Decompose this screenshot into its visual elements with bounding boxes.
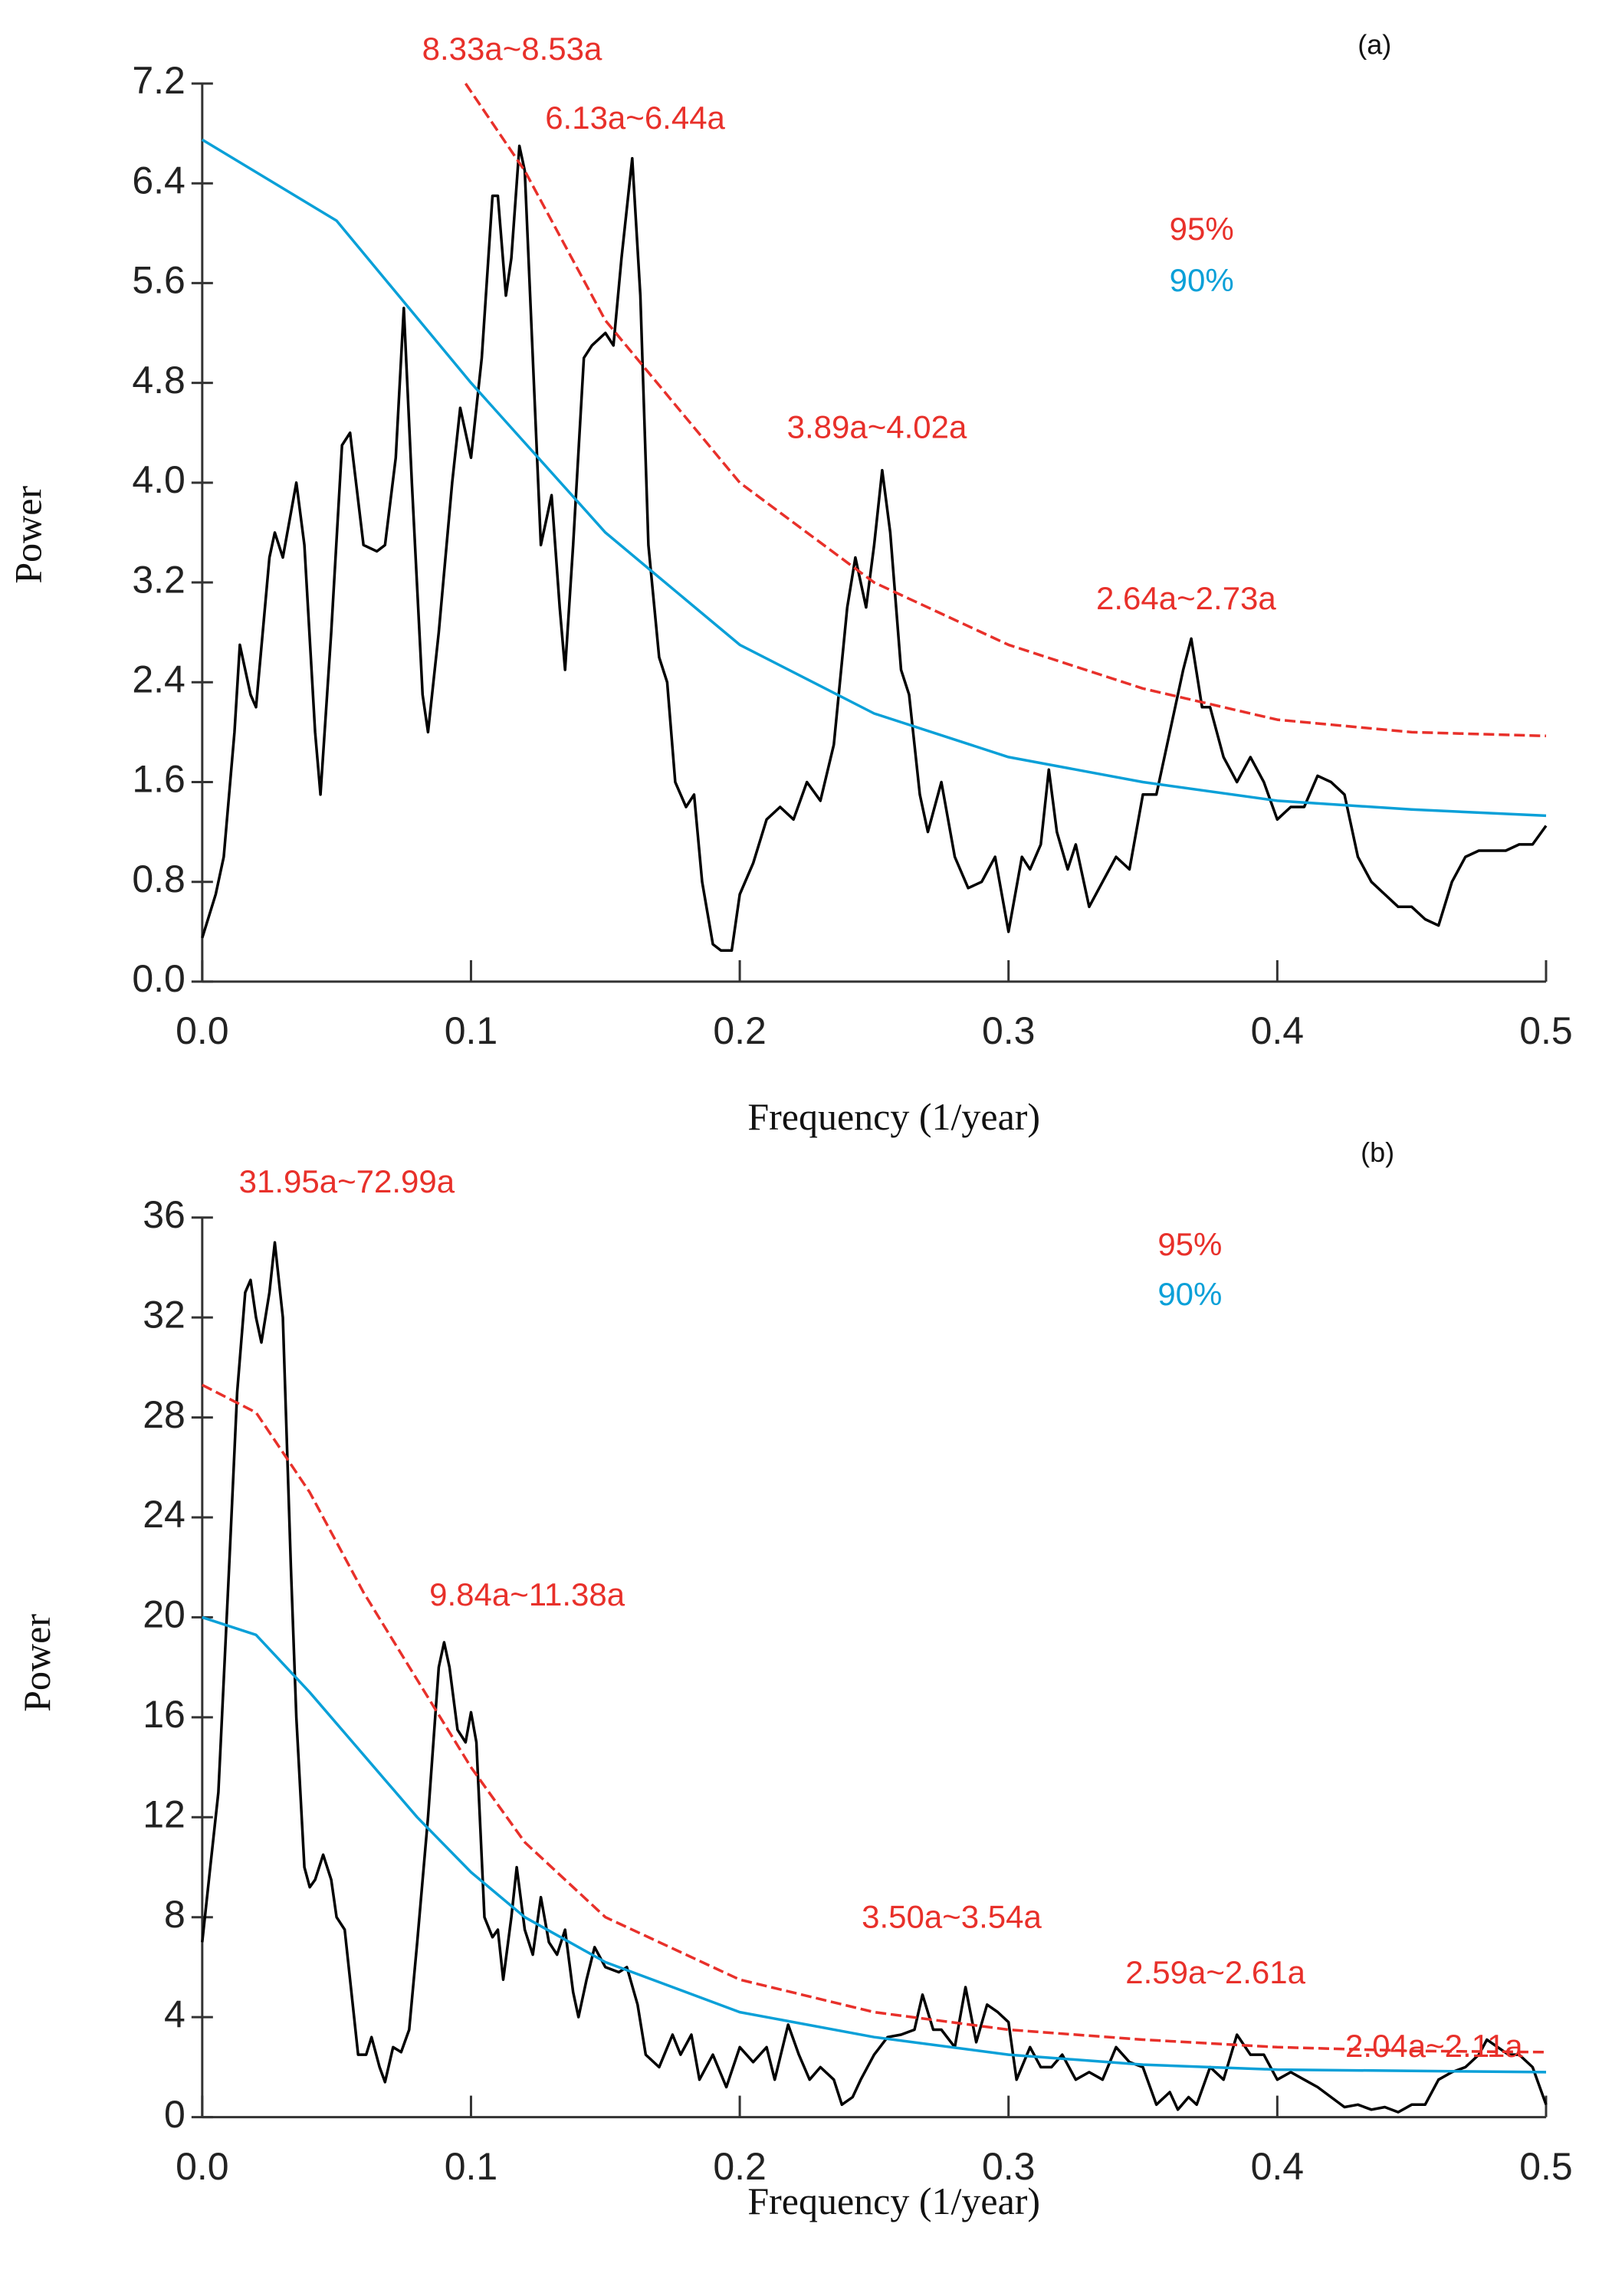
- legend-label: 90%: [1157, 1276, 1222, 1312]
- y-tick-label: 28: [143, 1393, 185, 1436]
- series-line: [202, 1615, 1547, 2074]
- annotation: 2.64a~2.73a: [1096, 580, 1276, 616]
- x-tick-label: 0.1: [445, 1009, 498, 1052]
- y-tick-label: 4.8: [132, 359, 185, 402]
- annotation: 2.04a~2.11a: [1345, 2028, 1523, 2064]
- x-tick-label: 0.5: [1519, 1009, 1573, 1052]
- y-tick-label: 16: [143, 1693, 185, 1736]
- x-axis-label: Frequency (1/year): [747, 2180, 1040, 2222]
- y-axis-label: Power: [15, 1614, 58, 1712]
- y-tick-label: 6.4: [132, 159, 185, 202]
- annotation: 9.84a~11.38a: [429, 1576, 625, 1612]
- y-tick-label: 24: [143, 1493, 185, 1536]
- legend-label: 95%: [1170, 211, 1234, 247]
- x-axis-label: Frequency (1/year): [747, 1095, 1040, 1138]
- y-tick-label: 0: [164, 2093, 185, 2136]
- y-tick-label: 1.6: [132, 758, 185, 801]
- series-line: [201, 1241, 1548, 2114]
- x-tick-label: 0.3: [982, 1009, 1036, 1052]
- y-tick-label: 8: [164, 1893, 185, 1936]
- panel-title: (b): [1361, 1137, 1394, 1168]
- annotation: 8.33a~8.53a: [422, 31, 602, 67]
- y-tick-label: 4.0: [132, 458, 185, 501]
- x-tick-label: 0.4: [1251, 1009, 1305, 1052]
- y-tick-label: 0.8: [132, 858, 185, 900]
- x-tick-label: 0.4: [1251, 2145, 1305, 2188]
- series-line: [201, 144, 1548, 952]
- panel-title: (a): [1358, 29, 1391, 61]
- annotation: 6.13a~6.44a: [545, 100, 725, 136]
- y-tick-label: 12: [143, 1793, 185, 1835]
- series-line: [464, 83, 1547, 738]
- series-line: [201, 138, 1547, 818]
- annotation: 2.59a~2.61a: [1125, 1954, 1305, 1990]
- series-line: [202, 1383, 1547, 2054]
- x-tick-label: 0.3: [982, 2145, 1036, 2188]
- x-tick-label: 0.0: [176, 1009, 229, 1052]
- y-tick-label: 4: [164, 1993, 185, 2035]
- legend-label: 90%: [1170, 262, 1234, 298]
- y-tick-label: 7.2: [132, 59, 185, 102]
- y-tick-label: 32: [143, 1293, 185, 1336]
- y-tick-label: 36: [143, 1193, 185, 1236]
- x-tick-label: 0.0: [176, 2145, 229, 2188]
- annotation: 31.95a~72.99a: [239, 1163, 455, 1199]
- y-tick-label: 3.2: [132, 558, 185, 601]
- y-tick-label: 2.4: [132, 658, 185, 700]
- annotation: 3.89a~4.02a: [787, 408, 967, 444]
- x-tick-label: 0.5: [1519, 2145, 1573, 2188]
- x-tick-label: 0.2: [713, 2145, 767, 2188]
- annotation: 3.50a~3.54a: [862, 1899, 1042, 1935]
- y-axis-label: Power: [7, 486, 50, 584]
- y-tick-label: 0.0: [132, 957, 185, 1000]
- y-tick-label: 5.6: [132, 259, 185, 302]
- x-tick-label: 0.1: [445, 2145, 498, 2188]
- y-tick-label: 20: [143, 1593, 185, 1636]
- legend-label: 95%: [1157, 1226, 1222, 1262]
- x-tick-label: 0.2: [713, 1009, 767, 1052]
